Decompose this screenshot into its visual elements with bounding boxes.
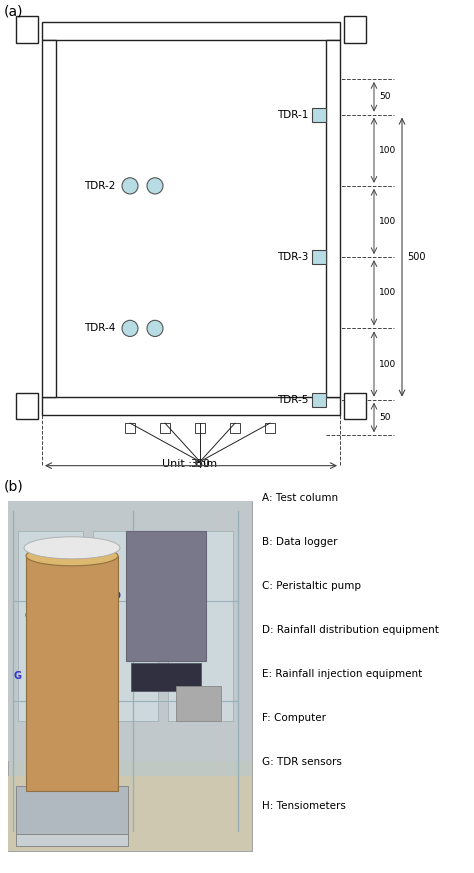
Text: E: E — [48, 546, 55, 556]
Bar — [42, 397, 340, 415]
Text: Unit : mm: Unit : mm — [163, 458, 218, 469]
Text: H: H — [134, 681, 142, 691]
Bar — [16, 786, 128, 836]
Text: 500: 500 — [407, 252, 426, 262]
Text: TDR-3: TDR-3 — [277, 252, 308, 262]
Bar — [230, 423, 240, 433]
Bar — [126, 531, 206, 661]
Text: E: Rainfall injection equipment: E: Rainfall injection equipment — [262, 669, 422, 679]
Bar — [160, 423, 170, 433]
Bar — [18, 531, 83, 721]
Text: G: G — [14, 670, 22, 681]
Text: H: Tensiometers: H: Tensiometers — [262, 801, 346, 811]
Bar — [344, 17, 366, 43]
Text: D: D — [112, 591, 120, 601]
Text: 50: 50 — [379, 93, 391, 101]
Bar — [8, 501, 252, 851]
Text: TDR-4: TDR-4 — [83, 323, 115, 333]
Bar — [16, 393, 38, 419]
Text: TDR-1: TDR-1 — [277, 110, 308, 120]
Bar — [125, 423, 135, 433]
Text: D: Rainfall distribution equipment: D: Rainfall distribution equipment — [262, 625, 439, 635]
Bar — [326, 40, 340, 397]
Text: F: F — [188, 636, 194, 646]
Bar — [176, 686, 221, 721]
Text: TDR-2: TDR-2 — [83, 181, 115, 191]
Text: (b): (b) — [4, 480, 24, 494]
Bar — [265, 423, 275, 433]
Text: G: TDR sensors: G: TDR sensors — [262, 757, 342, 767]
Bar — [168, 531, 233, 721]
Bar — [312, 250, 326, 265]
Text: 100: 100 — [379, 146, 396, 155]
Text: 100: 100 — [379, 288, 396, 298]
Ellipse shape — [26, 546, 118, 566]
Text: F: Computer: F: Computer — [262, 713, 326, 723]
Text: A: Test column: A: Test column — [262, 492, 338, 503]
Text: 100: 100 — [379, 360, 396, 368]
Bar — [312, 393, 326, 407]
Bar — [42, 23, 340, 40]
Bar — [26, 556, 118, 791]
Text: TDR-5: TDR-5 — [277, 395, 308, 405]
Text: 350: 350 — [190, 458, 210, 469]
Text: A: A — [47, 746, 55, 756]
Circle shape — [147, 178, 163, 194]
Bar — [16, 17, 38, 43]
Text: 100: 100 — [379, 217, 396, 226]
Bar — [42, 40, 56, 397]
Bar — [312, 107, 326, 121]
Text: 50: 50 — [379, 413, 391, 422]
Bar — [93, 531, 158, 721]
Text: C: C — [24, 611, 32, 621]
Bar — [344, 393, 366, 419]
Bar — [8, 501, 252, 761]
Bar — [195, 423, 205, 433]
Text: C: Peristaltic pump: C: Peristaltic pump — [262, 581, 361, 591]
Text: (a): (a) — [4, 4, 24, 18]
Circle shape — [147, 320, 163, 336]
Circle shape — [122, 178, 138, 194]
Bar — [8, 776, 252, 851]
Text: B: B — [157, 576, 164, 586]
Text: B: Data logger: B: Data logger — [262, 537, 337, 546]
Ellipse shape — [24, 537, 120, 559]
Bar — [16, 834, 128, 846]
Bar — [131, 663, 201, 691]
Circle shape — [122, 320, 138, 336]
